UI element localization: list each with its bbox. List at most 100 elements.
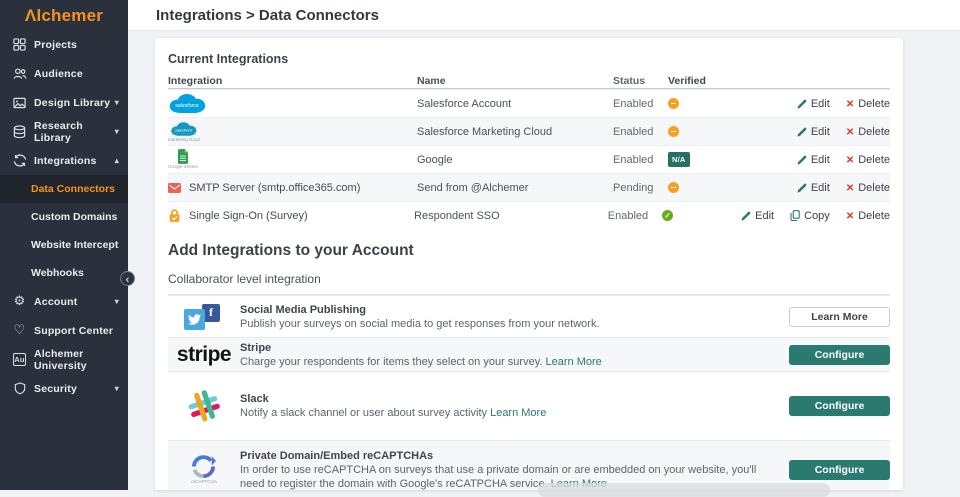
verified-icon xyxy=(662,210,674,221)
x-icon xyxy=(846,182,854,194)
social-media-logo: f xyxy=(184,303,224,330)
integration-label: SMTP Server (smtp.office365.com) xyxy=(189,181,361,194)
integration-name: Salesforce Account xyxy=(417,97,512,110)
sidebar-item-label: Design Library xyxy=(34,96,111,109)
sidebar-item-label: Alchemer University xyxy=(34,347,87,372)
copy-icon xyxy=(790,210,800,221)
lock-icon xyxy=(168,208,181,223)
sidebar-item-projects[interactable]: Projects xyxy=(0,30,128,59)
integration-name: Salesforce Marketing Cloud xyxy=(417,125,553,138)
integration-title: Slack xyxy=(240,393,269,405)
x-icon xyxy=(846,154,854,166)
sidebar-item-data-connectors[interactable]: Data Connectors xyxy=(0,175,128,203)
sidebar-item-research-library[interactable]: Research Library xyxy=(0,117,128,146)
add-integrations-title: Add Integrations to your Account xyxy=(168,242,414,259)
chevron-left-icon xyxy=(126,270,130,288)
alchemer-logo[interactable]: Λlchemer xyxy=(24,6,104,25)
chevron-down-icon xyxy=(115,128,119,136)
list-item: f Social Media Publishing Publish your s… xyxy=(168,295,890,337)
column-name: Name xyxy=(417,74,446,87)
sidebar-item-account[interactable]: Account xyxy=(0,287,128,316)
unverified-icon xyxy=(668,182,679,193)
table-row: Single Sign-On (Survey) Respondent SSO E… xyxy=(168,201,890,229)
edit-action[interactable]: Edit xyxy=(797,182,830,194)
sidebar-item-integrations[interactable]: Integrations xyxy=(0,146,128,175)
shield-icon xyxy=(12,381,27,396)
integration-name: Google xyxy=(417,153,453,166)
na-badge: N/A xyxy=(668,152,690,167)
pencil-icon xyxy=(741,211,751,220)
stripe-logo: stripe xyxy=(176,342,232,366)
sidebar-item-security[interactable]: Security xyxy=(0,374,128,403)
twitter-icon xyxy=(184,308,205,330)
delete-action[interactable]: Delete xyxy=(846,210,890,222)
pencil-icon xyxy=(797,155,807,164)
learn-more-button[interactable]: Learn More xyxy=(789,306,890,327)
sidebar-item-design-library[interactable]: Design Library xyxy=(0,88,128,117)
column-status: Status xyxy=(613,74,646,87)
sidebar: Λlchemer Projects Audience Design Librar… xyxy=(0,0,128,490)
sidebar-item-label: Account xyxy=(34,295,78,308)
table-row: salesforce marketing cloud Salesforce Ma… xyxy=(168,117,890,145)
list-item: reCAPTCHA Private Domain/Embed reCAPTCHA… xyxy=(168,440,890,490)
edit-action[interactable]: Edit xyxy=(797,154,830,166)
recaptcha-logo: reCAPTCHA xyxy=(191,454,217,485)
sidebar-item-custom-domains[interactable]: Custom Domains xyxy=(0,203,128,231)
collaborator-subtitle: Collaborator level integration xyxy=(168,272,890,295)
edit-action[interactable]: Edit xyxy=(797,98,830,110)
configure-button[interactable]: Configure xyxy=(789,344,890,365)
sidebar-item-label: Research Library xyxy=(34,119,83,144)
status-text: Enabled xyxy=(613,125,654,138)
column-integration: Integration xyxy=(168,74,223,87)
learn-more-link[interactable]: Learn More xyxy=(545,355,602,368)
sidebar-item-webhooks[interactable]: Webhooks xyxy=(0,259,128,287)
salesforce-logo: salesforce xyxy=(168,92,206,115)
sidebar-item-alchemer-university[interactable]: Au Alchemer University xyxy=(0,345,128,374)
integration-name: Respondent SSO xyxy=(414,209,500,222)
grid-icon xyxy=(12,37,27,52)
heart-icon xyxy=(12,323,27,338)
toast-peek xyxy=(538,483,830,497)
gear-icon xyxy=(12,294,27,309)
status-text: Pending xyxy=(613,181,654,194)
integration-description: In order to use reCAPTCHA on surveys tha… xyxy=(240,463,757,490)
current-integrations-title: Current Integrations xyxy=(168,52,289,66)
integration-title: Private Domain/Embed reCAPTCHAs xyxy=(240,449,434,462)
sidebar-item-audience[interactable]: Audience xyxy=(0,59,128,88)
copy-action[interactable]: Copy xyxy=(790,210,830,222)
x-icon xyxy=(846,210,854,222)
sidebar-item-website-intercept[interactable]: Website Intercept xyxy=(0,231,128,259)
sidebar-item-label: Projects xyxy=(34,38,78,51)
edit-action[interactable]: Edit xyxy=(797,126,830,138)
learn-more-link[interactable]: Learn More xyxy=(490,407,547,419)
status-text: Enabled xyxy=(613,153,654,166)
delete-action[interactable]: Delete xyxy=(846,182,890,194)
pencil-icon xyxy=(797,127,807,136)
sidebar-item-label: Support Center xyxy=(34,324,114,337)
column-verified: Verified xyxy=(668,74,706,87)
svg-text:salesforce: salesforce xyxy=(175,103,199,109)
delete-action[interactable]: Delete xyxy=(846,154,890,166)
table-row: Google Sheets Google Enabled N/A Edit De… xyxy=(168,145,890,173)
integration-title: Stripe xyxy=(240,341,272,354)
configure-button[interactable]: Configure xyxy=(789,459,890,480)
delete-action[interactable]: Delete xyxy=(846,98,890,110)
sidebar-subitem-label: Website Intercept xyxy=(31,239,119,251)
main-content: Integrations > Data Connectors Current I… xyxy=(128,0,960,497)
slack-logo xyxy=(186,387,222,425)
edit-action[interactable]: Edit xyxy=(741,210,774,222)
sidebar-item-label: Audience xyxy=(34,67,83,80)
delete-action[interactable]: Delete xyxy=(846,126,890,138)
sidebar-item-support-center[interactable]: Support Center xyxy=(0,316,128,345)
facebook-icon: f xyxy=(202,303,220,322)
pencil-icon xyxy=(797,183,807,192)
sidebar-collapse-button[interactable] xyxy=(120,271,135,286)
configure-button[interactable]: Configure xyxy=(789,396,890,416)
integration-description: Notify a slack channel or user about sur… xyxy=(240,407,488,419)
integration-name: Send from @Alchemer xyxy=(417,181,529,194)
integration-label: Single Sign-On (Survey) xyxy=(189,209,308,222)
list-item: Slack Notify a slack channel or user abo… xyxy=(168,371,890,440)
table-header: Integration Name Status Verified xyxy=(168,73,890,89)
svg-text:salesforce: salesforce xyxy=(176,128,193,132)
image-icon xyxy=(12,95,27,110)
